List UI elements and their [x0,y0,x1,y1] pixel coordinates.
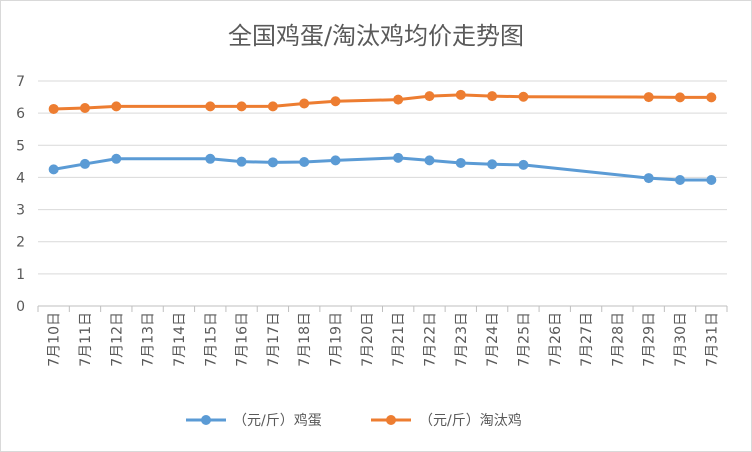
data-point [330,155,341,166]
x-tick-label: 7月14日 [172,312,188,367]
legend-item-1[interactable]: （元/斤）鸡蛋 [186,412,322,429]
x-tick-label: 7月13日 [141,312,157,367]
y-tick-label: 1 [16,267,25,283]
data-point [236,156,247,167]
y-tick-label: 3 [16,203,25,219]
y-tick-label: 7 [16,74,25,90]
x-tick-label: 7月25日 [516,312,532,367]
x-tick-label: 7月12日 [109,312,125,367]
series-group [48,89,717,185]
legend-swatch-marker [201,415,211,425]
series-2 [48,89,717,114]
chart-title: 全国鸡蛋/淘汰鸡均价走势图 [228,22,524,50]
data-point [643,92,654,103]
y-tick-label: 5 [16,138,25,154]
data-point [706,175,717,185]
data-point [79,103,90,113]
legend-item-2[interactable]: （元/斤）淘汰鸡 [371,412,522,429]
x-tick-label: 7月16日 [235,312,251,367]
series-line [53,93,712,111]
y-tick-label: 0 [16,299,25,315]
x-tick-label: 7月15日 [203,312,219,367]
data-point [675,175,686,185]
data-point [518,159,529,170]
x-tick-label: 7月31日 [704,312,720,367]
data-point [424,91,435,102]
x-tick-label: 7月20日 [360,312,376,367]
data-point [393,94,404,105]
x-tick-label: 7月22日 [422,312,438,367]
data-point [205,153,216,164]
legend-label: （元/斤）鸡蛋 [233,412,322,429]
legend-swatch-marker [386,415,396,425]
x-tick-label: 7月28日 [610,312,626,367]
x-tick-label: 7月26日 [548,312,564,367]
data-point [299,98,310,109]
y-tick-label: 4 [16,170,25,186]
data-point [79,158,90,169]
data-point [48,103,59,114]
data-point [205,101,216,112]
data-point [267,101,278,112]
data-point [675,92,686,103]
data-point [487,91,498,102]
data-point [267,157,278,168]
x-axis-ticks: 7月10日 7月11日 7月12日 7月13日 7月14日 7月15日 7月16日 7月17日… [37,306,728,367]
data-point [111,153,122,164]
series-line [53,156,712,182]
data-point [643,173,654,184]
data-point [48,164,59,175]
x-tick-label: 7月21日 [391,312,407,367]
data-point [111,101,122,112]
x-tick-label: 7月18日 [297,312,313,367]
x-tick-label: 7月10日 [47,312,63,367]
data-point [393,152,404,163]
legend[interactable]: （元/斤）鸡蛋 （元/斤）淘汰鸡 [186,412,522,429]
data-point [236,101,247,112]
series-1 [48,152,717,185]
legend-label: （元/斤）淘汰鸡 [419,412,522,429]
gridlines [38,80,727,307]
data-point [518,91,529,102]
data-point [299,157,310,167]
x-tick-label: 7月30日 [673,312,689,367]
data-point [487,159,498,170]
x-tick-label: 7月19日 [329,312,345,367]
data-point [706,92,717,103]
y-tick-label: 2 [16,235,25,251]
data-point [455,89,466,100]
data-point [330,96,341,107]
y-axis-ticks: 0 1 2 3 4 5 6 7 [16,74,25,315]
y-tick-label: 6 [16,106,25,122]
data-point [424,155,435,166]
x-tick-label: 7月11日 [78,312,94,367]
x-tick-label: 7月24日 [485,312,501,367]
x-tick-label: 7月23日 [454,312,470,367]
data-point [455,157,466,168]
x-tick-label: 7月29日 [642,312,658,367]
x-tick-label: 7月17日 [266,312,282,367]
x-tick-label: 7月27日 [579,312,595,367]
